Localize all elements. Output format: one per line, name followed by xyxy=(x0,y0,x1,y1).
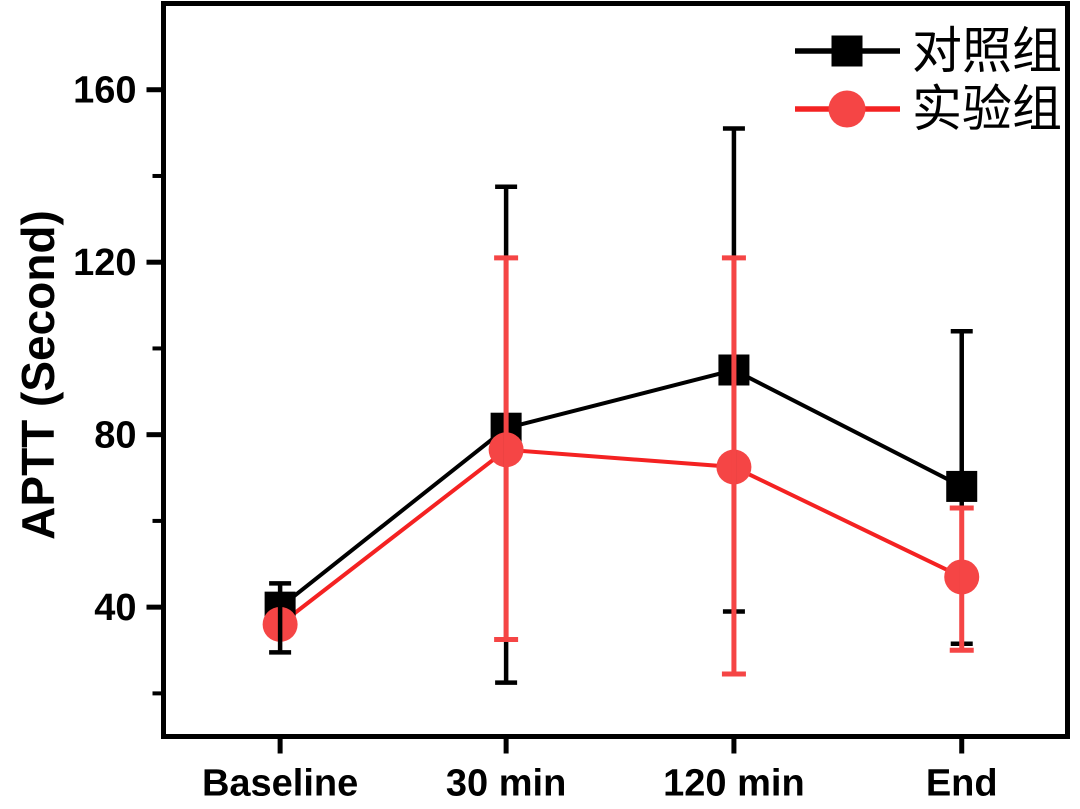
y-axis-title: APTT (Second) xyxy=(12,210,64,540)
plot-frame xyxy=(161,1,1070,739)
x-axis-tick-label: Baseline xyxy=(202,763,358,805)
y-axis-tick-label: 40 xyxy=(94,587,136,629)
legend-label-experimental-group: 实验组 xyxy=(912,81,1062,137)
experimental-group-line xyxy=(278,447,963,626)
legend-control-group-marker xyxy=(831,35,863,67)
x-axis-tick-label: 30 min xyxy=(446,763,566,805)
x-axis-tick-label: 120 min xyxy=(663,763,805,805)
x-axis-tick-label: End xyxy=(926,763,998,805)
control-group-line xyxy=(278,367,963,609)
legend-experimental-group-marker xyxy=(828,90,866,128)
legend-label-control-group: 对照组 xyxy=(912,23,1062,79)
y-axis-tick-label: 80 xyxy=(94,415,136,457)
y-axis-tick-label: 160 xyxy=(73,70,136,112)
y-axis-tick-label: 120 xyxy=(73,242,136,284)
